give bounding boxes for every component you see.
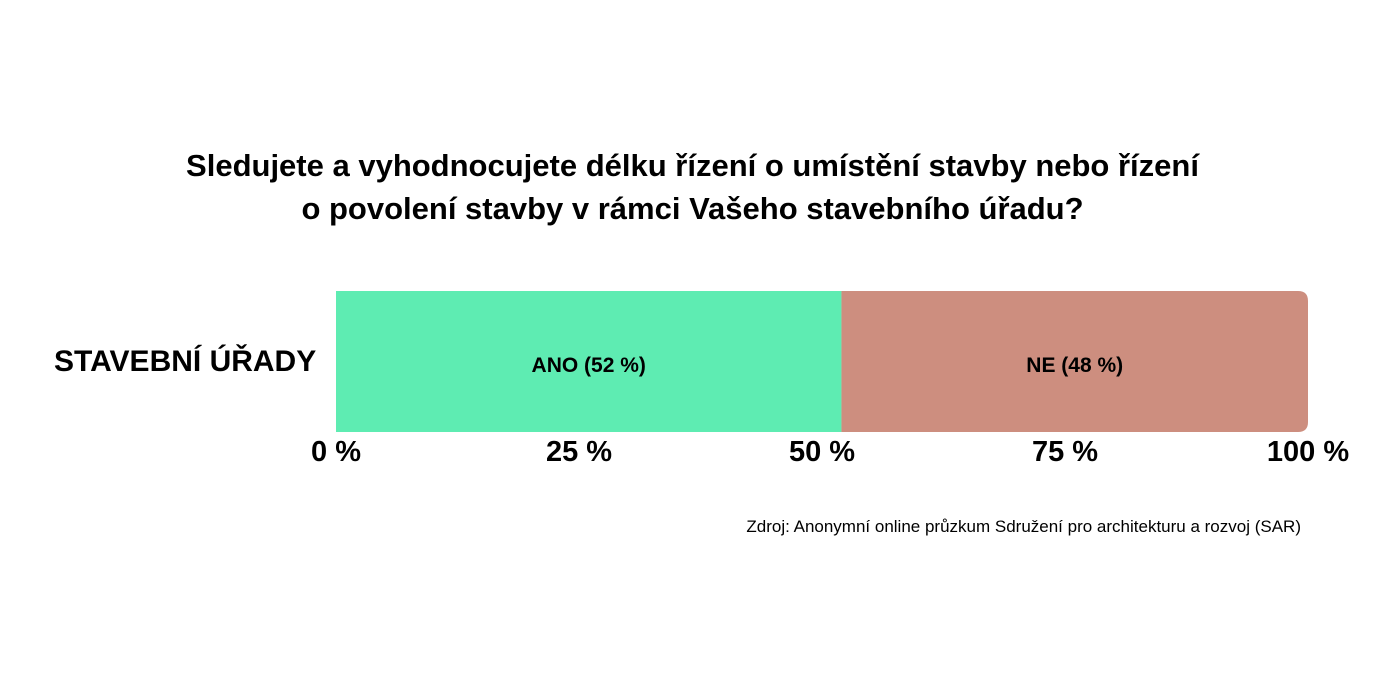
bar-segment-ano bbox=[336, 291, 842, 432]
bar-label-ne: NE (48 %) bbox=[1026, 354, 1124, 377]
chart-title-line-1: Sledujete a vyhodnocujete délku řízení o… bbox=[186, 148, 1199, 183]
x-tick-label-0: 0 % bbox=[311, 436, 361, 468]
chart-title-line-2: o povolení stavby v rámci Vašeho stavebn… bbox=[301, 191, 1084, 226]
source-note: Zdroj: Anonymní online průzkum Sdružení … bbox=[746, 517, 1301, 536]
x-tick-label-100: 100 % bbox=[1266, 436, 1350, 468]
bar-label-ano: ANO (52 %) bbox=[531, 354, 646, 377]
x-tick-label-50: 50 % bbox=[788, 436, 856, 468]
category-label: STAVEBNÍ ÚŘADY bbox=[54, 345, 317, 378]
x-tick-label-25: 25 % bbox=[545, 436, 613, 468]
bar-segment-ne bbox=[841, 291, 1308, 432]
x-tick-label-75: 75 % bbox=[1031, 436, 1099, 468]
